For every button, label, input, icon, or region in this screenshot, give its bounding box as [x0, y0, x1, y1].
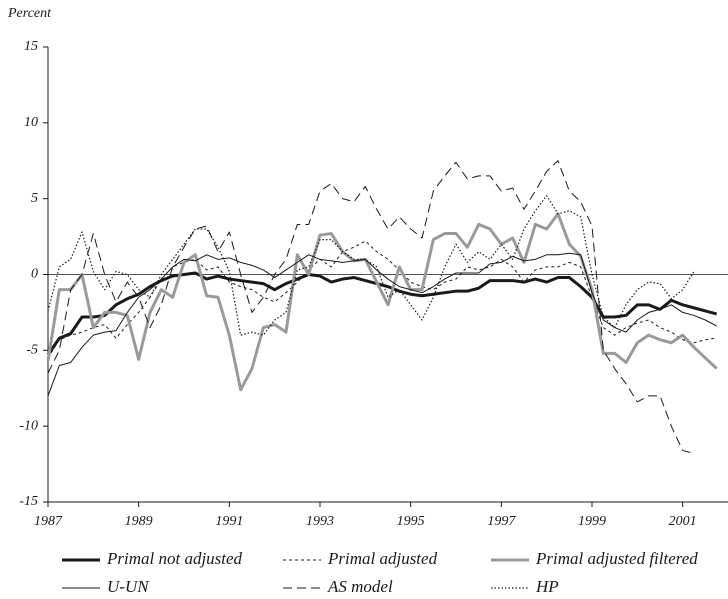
series-line	[47, 252, 717, 397]
y-tick-label: -15	[19, 494, 38, 509]
x-tick-label: 1991	[215, 514, 243, 529]
y-tick-label: 15	[24, 39, 38, 54]
x-tick-label: 2001	[669, 514, 697, 529]
legend-label: AS model	[327, 577, 393, 596]
x-tick-label: 1989	[125, 514, 153, 529]
y-tick-label: 5	[31, 191, 38, 206]
x-tick-label: 1995	[397, 514, 425, 529]
series-line	[47, 160, 695, 454]
y-tick-label: -5	[26, 343, 38, 358]
y-tick-label: 0	[31, 267, 38, 282]
series-line	[47, 195, 695, 336]
legend-label: Primal adjusted	[327, 549, 438, 568]
series-line	[47, 240, 717, 359]
y-axis-label: Percent	[7, 6, 52, 21]
x-tick-label: 1993	[306, 514, 334, 529]
legend-label: HP	[535, 577, 559, 596]
legend-label: Primal adjusted filtered	[535, 549, 698, 568]
series-line	[46, 212, 718, 392]
x-tick-label: 1999	[578, 514, 606, 529]
y-tick-label: -10	[19, 418, 38, 433]
x-tick-label: 1997	[487, 514, 516, 529]
y-tick-label: 10	[24, 115, 38, 130]
legend-label: U-UN	[107, 577, 150, 596]
x-tick-label: 1987	[34, 514, 63, 529]
legend-label: Primal not adjusted	[106, 549, 243, 568]
